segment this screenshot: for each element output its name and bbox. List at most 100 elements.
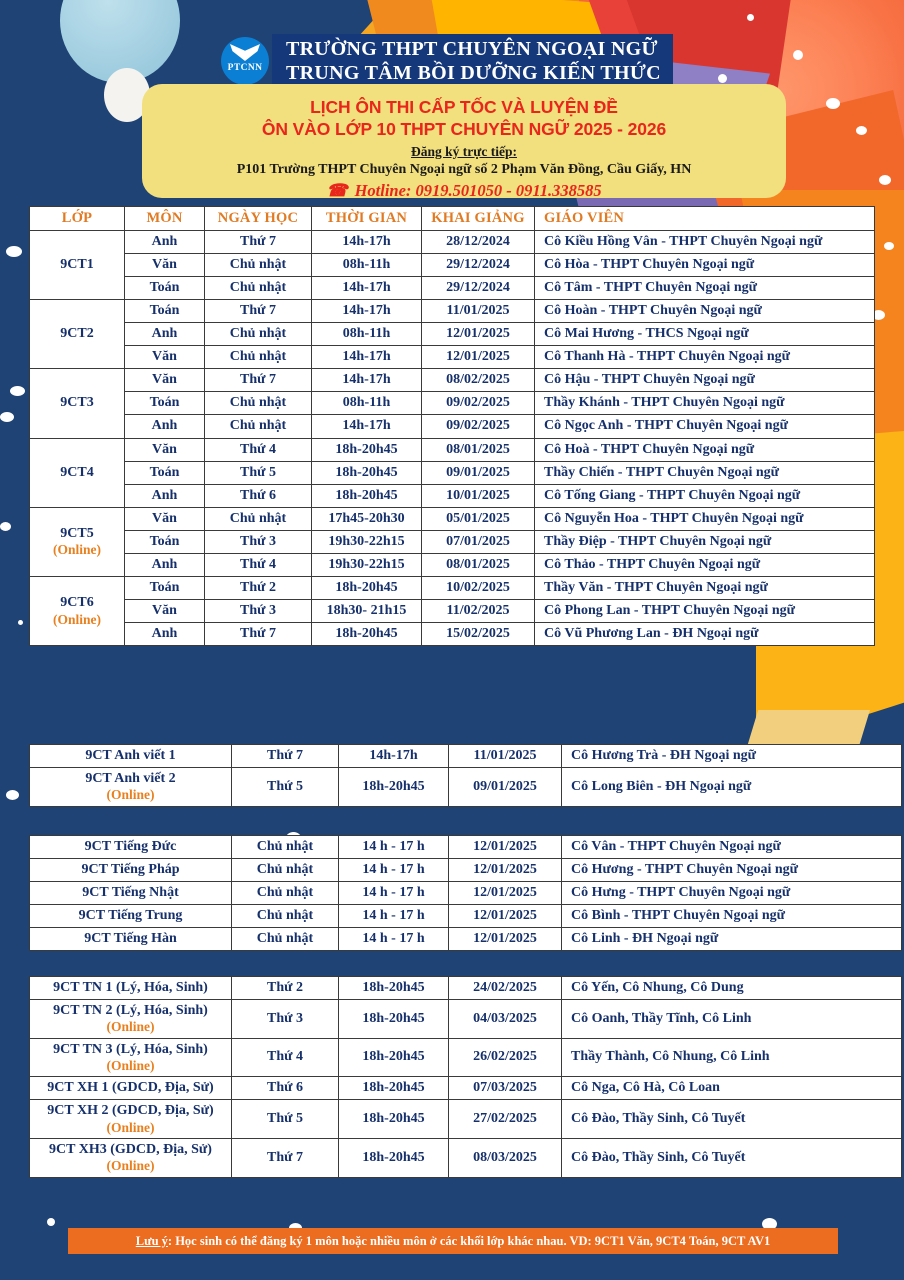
day-cell: Thứ 4 [204, 437, 312, 462]
class-label: 9CT Anh viết 2 [85, 771, 176, 787]
day-cell: Thứ 4 [204, 552, 312, 578]
footer-note: Lưu ý: Học sinh có thể đăng ký 1 môn hoặ… [68, 1228, 838, 1254]
day-cell: Thứ 2 [231, 975, 339, 1001]
time-cell: 18h-20h45 [338, 999, 449, 1039]
teacher-cell: Thầy Khánh - THPT Chuyên Ngoại ngữ [534, 391, 875, 416]
subject-cell: Toán [124, 275, 205, 300]
table-row: 9CT TN 1 (Lý, Hóa, Sinh) Thứ 2 18h-20h45 24… [29, 975, 902, 1001]
star-dot [0, 412, 14, 422]
start-date-cell: 09/02/2025 [421, 391, 535, 416]
start-date-cell: 08/01/2025 [421, 552, 535, 578]
class-name-cell: 9CT Tiếng Nhật [29, 881, 232, 906]
table-row: 9CT Anh viết 1 Thứ 7 14h-17h 11/01/2025 Cô H… [29, 743, 902, 769]
teacher-cell: Thầy Văn - THPT Chuyên Ngoại ngữ [534, 576, 875, 601]
teacher-cell: Cô Yến, Cô Nhung, Cô Dung [561, 975, 902, 1001]
logo-circle-icon: PTCNN [221, 37, 269, 85]
table-row: Văn Thứ 3 18h30- 21h15 11/02/2025 Cô Phong L… [30, 599, 875, 624]
star-dot [18, 620, 23, 625]
day-cell: Chủ nhật [204, 252, 312, 277]
table-row: Anh Thứ 4 19h30-22h15 08/01/2025 Cô Thảo - T… [30, 552, 875, 578]
teacher-cell: Cô Hưng - THPT Chuyên Ngoại ngữ [561, 881, 902, 906]
start-date-cell: 27/02/2025 [448, 1099, 562, 1140]
start-date-cell: 08/01/2025 [421, 437, 535, 462]
start-date-cell: 12/01/2025 [421, 322, 535, 347]
teacher-cell: Cô Nguyễn Hoa - THPT Chuyên Ngoại ngữ [534, 506, 875, 531]
time-cell: 14h-17h [338, 743, 449, 769]
time-cell: 18h-20h45 [338, 1099, 449, 1140]
time-cell: 19h30-22h15 [311, 529, 422, 554]
table-row: Anh Thứ 6 18h-20h45 10/01/2025 Cô Tống Giang… [30, 483, 875, 508]
start-date-cell: 28/12/2024 [421, 229, 535, 254]
subject-cell: Văn [124, 506, 205, 531]
header-title-line-1: TRƯỜNG THPT CHUYÊN NGOẠI NGỮ [286, 37, 658, 60]
time-cell: 08h-11h [311, 391, 422, 416]
class-label: 9CT TN 3 (Lý, Hóa, Sinh) [53, 1041, 208, 1057]
class-label: 9CT4 [60, 464, 94, 480]
class-label: 9CT XH3 (GDCD, Địa, Sử) [49, 1142, 212, 1158]
class-name-cell: 9CT Tiếng Trung [29, 904, 232, 929]
subject-cell: Toán [124, 298, 205, 324]
class-name-cell: 9CT XH 1 (GDCD, Địa, Sử) [29, 1076, 232, 1101]
subject-cell: Anh [124, 322, 205, 347]
time-cell: 18h-20h45 [311, 576, 422, 601]
writing-schedule-table-wrap: 9CT Anh viết 1 Thứ 7 14h-17h 11/01/2025 Cô H… [29, 743, 902, 807]
teacher-cell: Cô Tống Giang - THPT Chuyên Ngoại ngữ [534, 483, 875, 508]
class-name-cell: 9CT Tiếng Đức [29, 834, 232, 860]
start-date-cell: 09/01/2025 [421, 460, 535, 485]
class-label: 9CT Anh viết 1 [85, 748, 176, 763]
start-date-cell: 12/01/2025 [448, 881, 562, 906]
teacher-cell: Cô Bình - THPT Chuyên Ngoại ngữ [561, 904, 902, 929]
star-dot [872, 310, 885, 320]
day-cell: Thứ 7 [231, 743, 339, 769]
table-row: 9CT2 Toán Thứ 7 14h-17h 11/01/2025 Cô Hoàn - … [29, 298, 875, 370]
time-cell: 18h-20h45 [338, 1076, 449, 1101]
language-schedule-table: 9CT Tiếng Đức Chủ nhật 14 h - 17 h 12/01/20… [29, 834, 902, 952]
star-dot [762, 1218, 777, 1230]
start-date-cell: 10/01/2025 [421, 483, 535, 508]
star-dot [47, 1218, 55, 1226]
teacher-cell: Thầy Thành, Cô Nhung, Cô Linh [561, 1037, 902, 1078]
table-row: 9CT Tiếng Hàn Chủ nhật 14 h - 17 h 12/01/20… [29, 927, 902, 952]
school-logo: PTCNN [218, 34, 272, 88]
subject-cell: Văn [124, 368, 205, 393]
subject-cell: Anh [124, 483, 205, 508]
day-cell: Chủ nhật [204, 391, 312, 416]
footer-note-text: Lưu ý: Học sinh có thể đăng ký 1 môn hoặ… [136, 1234, 770, 1249]
day-cell: Thứ 3 [204, 529, 312, 554]
class-label: 9CT3 [60, 395, 94, 411]
start-date-cell: 05/01/2025 [421, 506, 535, 531]
start-date-cell: 08/02/2025 [421, 368, 535, 393]
time-cell: 14 h - 17 h [338, 834, 449, 860]
star-dot [6, 790, 19, 800]
day-cell: Thứ 7 [204, 622, 312, 647]
class-name-cell: 9CT TN 1 (Lý, Hóa, Sinh) [29, 975, 232, 1001]
class-name-cell: 9CT5 (Online) [29, 506, 125, 578]
star-dot [0, 522, 11, 531]
teacher-cell: Cô Đào, Thầy Sinh, Cô Tuyết [561, 1138, 902, 1178]
time-cell: 14h-17h [311, 414, 422, 439]
start-date-cell: 12/01/2025 [421, 345, 535, 370]
teacher-cell: Cô Kiều Hồng Vân - THPT Chuyên Ngoại ngữ [534, 229, 875, 254]
teacher-cell: Cô Hòa - THPT Chuyên Ngoại ngữ [534, 252, 875, 277]
online-badge: (Online) [106, 1057, 155, 1073]
start-date-cell: 09/01/2025 [448, 767, 562, 807]
start-date-cell: 07/03/2025 [448, 1076, 562, 1101]
teacher-cell: Thầy Chiến - THPT Chuyên Ngoại ngữ [534, 460, 875, 485]
time-cell: 18h-20h45 [311, 460, 422, 485]
combo-schedule-table: 9CT TN 1 (Lý, Hóa, Sinh) Thứ 2 18h-20h45 24… [29, 975, 902, 1178]
class-name-cell: 9CT1 [29, 229, 125, 300]
header-title: TRƯỜNG THPT CHUYÊN NGOẠI NGỮ TRUNG TÂM B… [272, 34, 673, 88]
table-row: Văn Chủ nhật 14h-17h 12/01/2025 Cô Thanh Hà … [30, 345, 875, 370]
online-badge: (Online) [106, 1019, 155, 1035]
table-row: 9CT6 (Online) Toán Thứ 2 18h-20h45 10/02/2025… [29, 576, 875, 647]
table-row: Toán Thứ 3 19h30-22h15 07/01/2025 Thầy Điệp … [30, 529, 875, 554]
class-label: 9CT Tiếng Đức [84, 839, 177, 854]
start-date-cell: 12/01/2025 [448, 858, 562, 883]
day-cell: Thứ 2 [204, 576, 312, 601]
phone-icon: ☎ [326, 181, 348, 201]
subject-cell: Toán [124, 529, 205, 554]
subject-cell: Anh [124, 552, 205, 578]
time-cell: 14h-17h [311, 229, 422, 254]
table-row: 9CT Tiếng Pháp Chủ nhật 14 h - 17 h 12/01/2… [29, 858, 902, 883]
time-cell: 18h-20h45 [338, 767, 449, 807]
